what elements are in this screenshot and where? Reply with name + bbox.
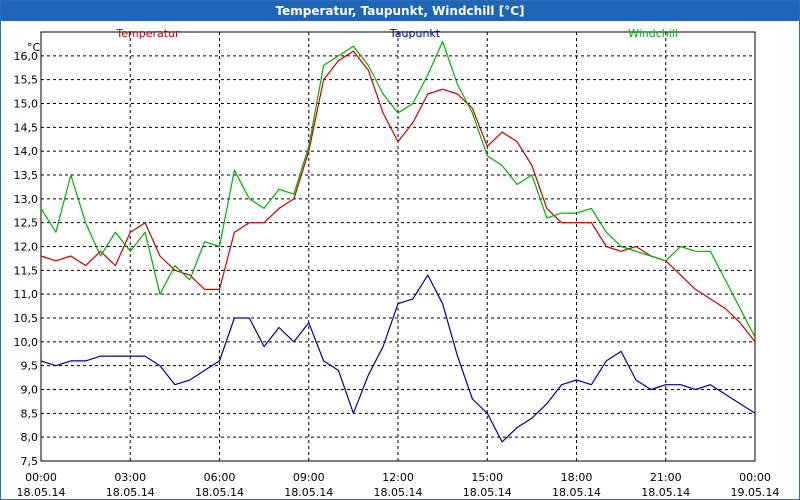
y-tick-label: 14,5	[14, 121, 39, 134]
y-tick-label: 9,0	[21, 384, 39, 397]
y-tick-label: 9,5	[21, 360, 39, 373]
y-tick-label: 12,0	[14, 241, 39, 254]
y-tick-label: 14,0	[14, 145, 39, 158]
y-tick-label: 11,0	[14, 288, 39, 301]
x-tick-date: 18.05.14	[552, 486, 601, 499]
series-line-taupunkt	[40, 274, 756, 443]
y-tick-label: 10,5	[14, 312, 39, 325]
x-tick-time: 15:00	[471, 471, 503, 484]
x-tick-date: 18.05.14	[195, 486, 244, 499]
x-tick-time: 00:00	[25, 471, 57, 484]
y-tick-label: 8,5	[21, 407, 39, 420]
legend: Temperatur Taupunkt Windchill	[115, 27, 678, 40]
x-tick-time: 12:00	[382, 471, 414, 484]
legend-taupunkt: Taupunkt	[389, 27, 441, 40]
x-tick-time: 18:00	[561, 471, 593, 484]
y-tick-label: 11,5	[14, 264, 39, 277]
grid	[41, 31, 755, 461]
y-tick-label: 15,0	[14, 98, 39, 111]
y-tick-label: 12,5	[14, 217, 39, 230]
series-line-windchill	[40, 40, 756, 338]
legend-temperatur: Temperatur	[115, 27, 180, 40]
x-tick-date: 18.05.14	[17, 486, 66, 499]
x-tick-time: 00:00	[739, 471, 771, 484]
x-tick-date: 18.05.14	[374, 486, 423, 499]
x-tick-time: 21:00	[650, 471, 682, 484]
legend-windchill: Windchill	[628, 27, 678, 40]
y-tick-label: 13,0	[14, 193, 39, 206]
x-tick-time: 09:00	[293, 471, 325, 484]
series-line-temperatur	[40, 50, 756, 343]
y-tick-label: 7,5	[21, 455, 39, 468]
x-tick-time: 03:00	[114, 471, 146, 484]
y-tick-label: 8,0	[21, 431, 39, 444]
y-tick-label: 13,5	[14, 169, 39, 182]
x-tick-date: 18.05.14	[284, 486, 333, 499]
x-tick-date: 19.05.14	[731, 486, 780, 499]
plot-area	[40, 31, 756, 462]
series-lines	[40, 40, 756, 443]
y-tick-label: 15,5	[14, 74, 39, 87]
y-tick-label: 16,0	[14, 50, 39, 63]
x-axis-ticks: 00:00 18.05.14 03:00 18.05.14 06:00 18.05.14 0…	[17, 471, 780, 499]
chart-title: Temperatur, Taupunkt, Windchill [°C]	[1, 1, 799, 21]
x-tick-time: 06:00	[204, 471, 236, 484]
x-tick-date: 18.05.14	[463, 486, 512, 499]
x-tick-date: 18.05.14	[641, 486, 690, 499]
y-tick-label: 10,0	[14, 336, 39, 349]
y-axis-label: °C	[27, 41, 41, 54]
x-tick-date: 18.05.14	[106, 486, 155, 499]
y-axis-ticks: 7,5 8,0 8,5 9,0 9,5 10,0 10,5 11,0 11,5 12,0 12,5 1…	[14, 50, 39, 468]
